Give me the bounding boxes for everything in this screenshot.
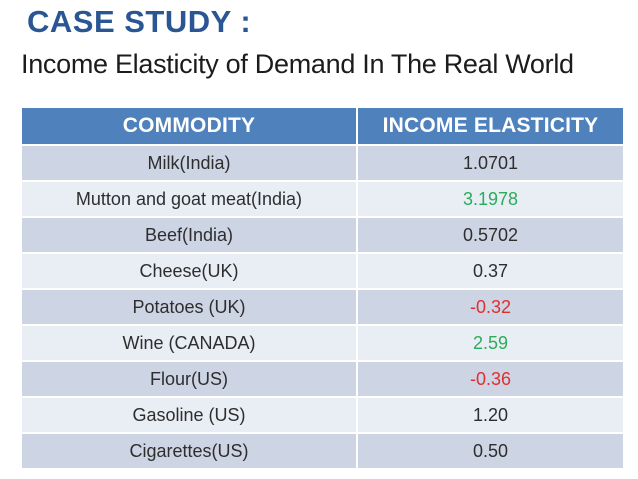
elasticity-cell: 0.50 (358, 434, 623, 468)
elasticity-cell: -0.36 (358, 362, 623, 396)
elasticity-cell: 3.1978 (358, 182, 623, 216)
commodity-cell: Milk(India) (22, 146, 356, 180)
commodity-cell: Cheese(UK) (22, 254, 356, 288)
column-header-income-elasticity: INCOME ELASTICITY (358, 108, 623, 144)
elasticity-cell: -0.32 (358, 290, 623, 324)
commodity-cell: Cigarettes(US) (22, 434, 356, 468)
commodity-cell: Mutton and goat meat(India) (22, 182, 356, 216)
elasticity-table: COMMODITY INCOME ELASTICITY Milk(India) … (22, 108, 623, 468)
column-header-commodity: COMMODITY (22, 108, 356, 144)
slide-subtitle: Income Elasticity of Demand In The Real … (21, 49, 574, 79)
elasticity-cell: 1.0701 (358, 146, 623, 180)
commodity-cell: Beef(India) (22, 218, 356, 252)
slide-title: CASE STUDY : (27, 4, 252, 39)
elasticity-cell: 0.37 (358, 254, 623, 288)
elasticity-cell: 0.5702 (358, 218, 623, 252)
elasticity-cell: 2.59 (358, 326, 623, 360)
commodity-cell: Potatoes (UK) (22, 290, 356, 324)
elasticity-cell: 1.20 (358, 398, 623, 432)
commodity-cell: Gasoline (US) (22, 398, 356, 432)
commodity-cell: Flour(US) (22, 362, 356, 396)
commodity-cell: Wine (CANADA) (22, 326, 356, 360)
